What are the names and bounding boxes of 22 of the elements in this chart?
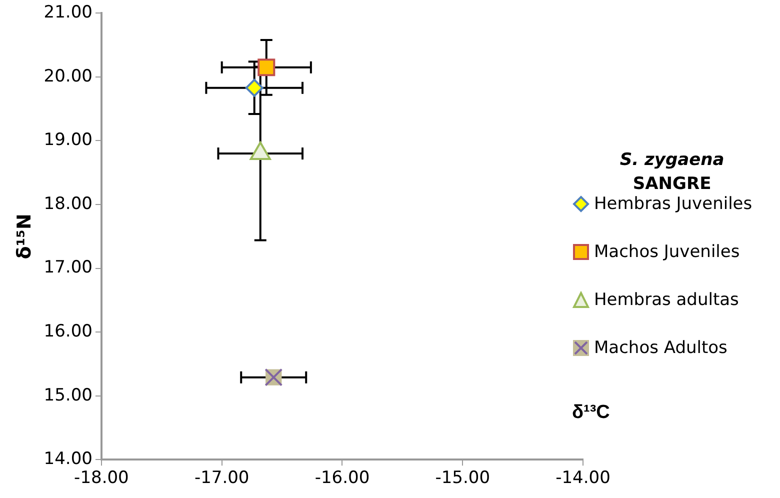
- y-tick-label: 20.00: [44, 66, 92, 86]
- x-tick-label: -14.00: [556, 468, 610, 488]
- x-axis-title: δ¹³C: [572, 402, 610, 424]
- x-tick-label: -15.00: [435, 468, 490, 488]
- y-tick-label: 18.00: [44, 194, 92, 214]
- point: [245, 78, 264, 97]
- point: [258, 58, 276, 76]
- legend-label: Hembras Juveniles: [594, 194, 752, 214]
- legend-title: S. zygaena SANGRE: [618, 149, 726, 196]
- y-tick-label: 21.00: [44, 2, 92, 23]
- y-tick-label: 17.00: [44, 258, 92, 278]
- x-tick-label: -18.00: [74, 468, 129, 488]
- y-tick-label: 14.00: [44, 449, 92, 470]
- legend-label: Machos Juveniles: [594, 242, 740, 262]
- y-tick-label: 19.00: [44, 130, 92, 150]
- legend-label: Machos Adultos: [594, 338, 728, 358]
- legend-label: Hembras adultas: [594, 290, 739, 310]
- y-tick-label: 16.00: [44, 321, 92, 342]
- y-axis-title: δ¹⁵N: [13, 214, 36, 260]
- x-tick-label: -16.00: [314, 468, 370, 488]
- y-tick-label: 15.00: [44, 385, 92, 406]
- x-tick-label: -17.00: [194, 468, 250, 488]
